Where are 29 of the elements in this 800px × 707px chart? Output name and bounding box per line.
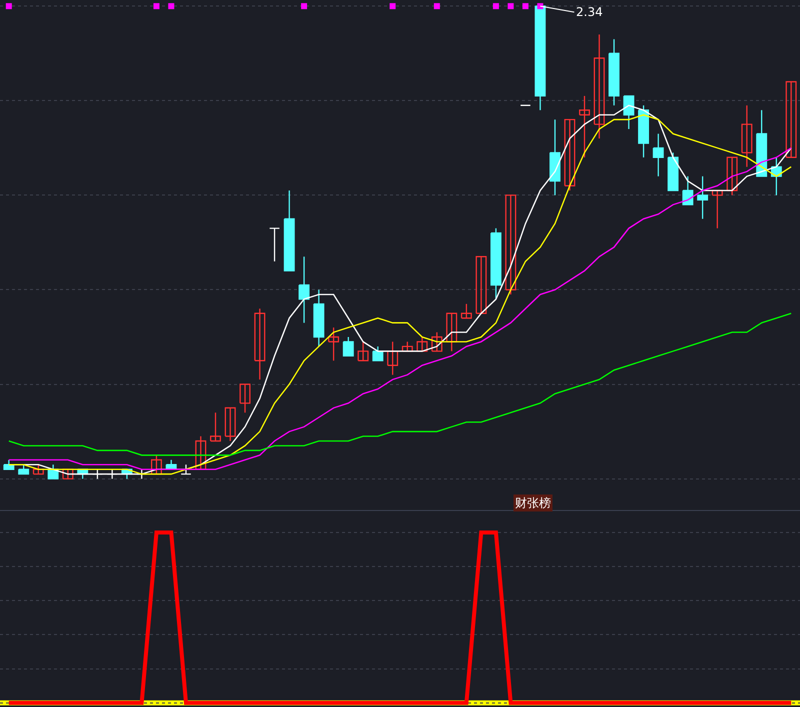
candlestick (446, 312, 458, 352)
candlestick (594, 34, 605, 140)
candlestick (579, 95, 590, 158)
candlestick (254, 308, 266, 380)
candlestick (416, 336, 428, 352)
candlestick (402, 341, 413, 352)
candlestick (62, 468, 74, 480)
candlestick (712, 190, 723, 229)
candlestick (328, 326, 340, 362)
candlestick (150, 454, 162, 475)
candlestick (460, 303, 472, 319)
candlestick (269, 228, 280, 262)
candlestick (726, 156, 738, 196)
candlestick (210, 412, 221, 442)
candlestick (32, 464, 44, 475)
candlestick (195, 436, 206, 470)
candlestick (180, 464, 192, 475)
chart-title: 财张榜 (515, 496, 551, 510)
candlestick (240, 384, 250, 414)
candlestick (358, 341, 369, 362)
candlestick (505, 194, 516, 296)
candlestick (387, 341, 398, 376)
candlestick (786, 81, 797, 158)
annotation: 2.34 (576, 5, 603, 19)
candlestick (224, 407, 236, 442)
candlestick (741, 104, 752, 168)
candlestick (564, 118, 576, 192)
candlestick (476, 256, 487, 314)
candlestick (431, 332, 442, 352)
